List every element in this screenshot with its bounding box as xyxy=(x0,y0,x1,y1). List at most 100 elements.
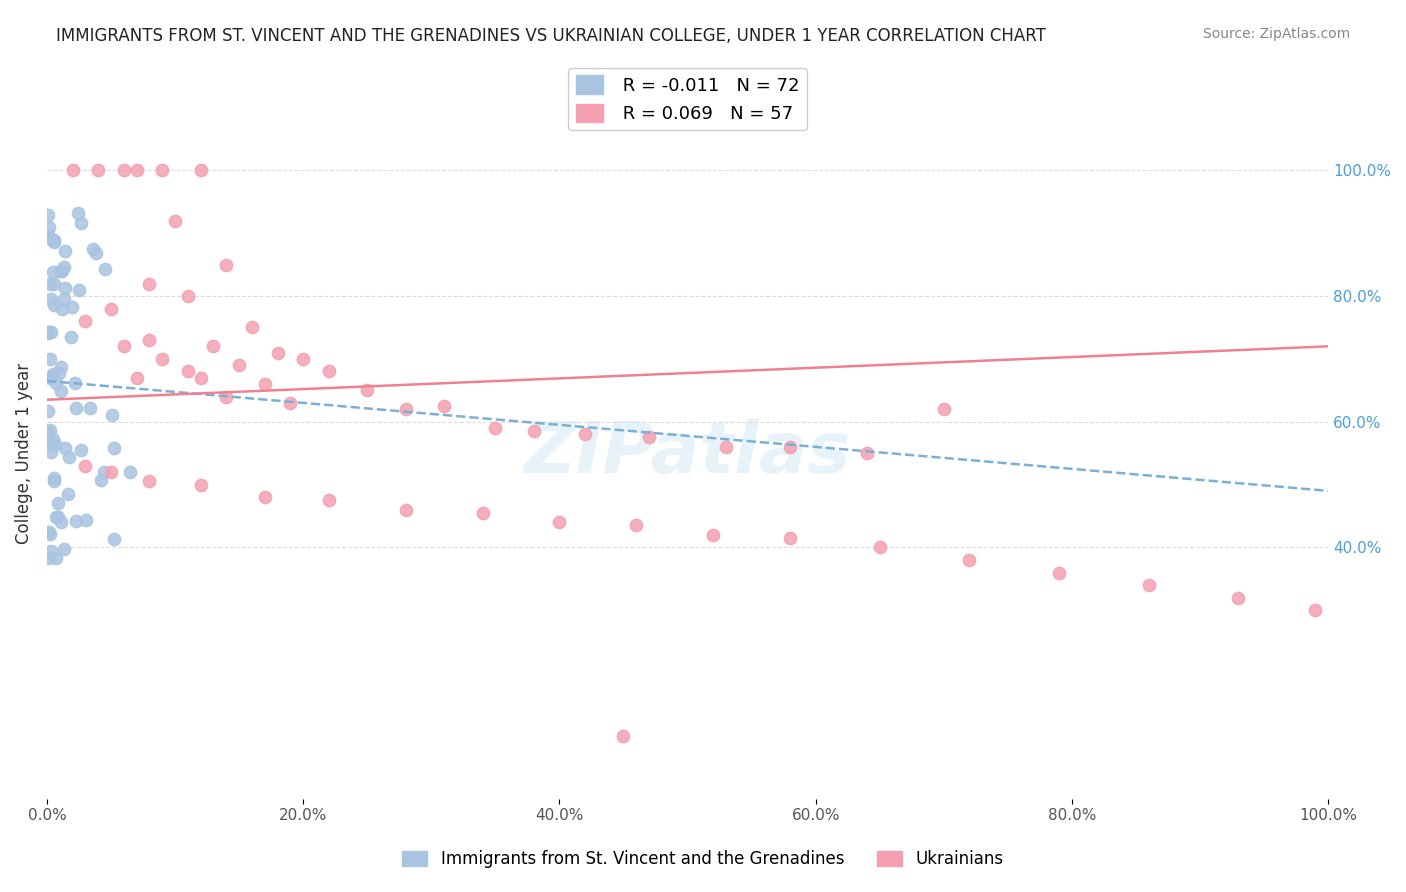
Point xyxy=(37,326,59,340)
Point xyxy=(60,301,83,315)
Point xyxy=(112,339,135,353)
Point xyxy=(42,432,65,446)
Point xyxy=(318,364,340,378)
Point xyxy=(42,234,65,248)
Point xyxy=(253,377,276,392)
Point xyxy=(278,396,301,410)
Point xyxy=(626,518,648,533)
Point xyxy=(53,244,76,259)
Point xyxy=(45,510,67,524)
Point xyxy=(292,351,315,366)
Point xyxy=(228,358,250,372)
Point xyxy=(42,298,65,312)
Point xyxy=(53,542,76,557)
Point xyxy=(49,264,72,278)
Point xyxy=(612,729,634,743)
Point xyxy=(103,532,125,546)
Point xyxy=(49,360,72,375)
Point xyxy=(38,352,60,367)
Point xyxy=(79,401,101,416)
Legend: Immigrants from St. Vincent and the Grenadines, Ukrainians: Immigrants from St. Vincent and the Gren… xyxy=(395,844,1011,875)
Point xyxy=(65,401,87,415)
Point xyxy=(42,368,65,382)
Point xyxy=(574,427,596,442)
Point xyxy=(38,525,60,540)
Point xyxy=(1137,578,1160,592)
Point xyxy=(65,376,87,390)
Point xyxy=(120,465,142,479)
Legend:  R = -0.011   N = 72,  R = 0.069   N = 57: R = -0.011 N = 72, R = 0.069 N = 57 xyxy=(568,68,807,130)
Point xyxy=(84,246,107,260)
Point xyxy=(49,515,72,529)
Point xyxy=(356,384,378,398)
Point xyxy=(48,366,70,380)
Point xyxy=(177,289,200,303)
Point xyxy=(37,425,59,439)
Point xyxy=(125,163,148,178)
Point xyxy=(53,441,76,455)
Point xyxy=(395,502,418,516)
Point xyxy=(42,277,65,291)
Point xyxy=(253,490,276,504)
Point xyxy=(59,330,82,344)
Point xyxy=(87,163,110,178)
Point xyxy=(53,293,76,307)
Point xyxy=(190,371,212,385)
Point xyxy=(471,506,494,520)
Point xyxy=(100,301,122,316)
Point xyxy=(112,163,135,178)
Point xyxy=(202,339,225,353)
Point xyxy=(395,402,418,417)
Point xyxy=(42,235,65,250)
Point xyxy=(65,514,87,528)
Point xyxy=(177,364,200,378)
Point xyxy=(38,423,60,437)
Point xyxy=(37,403,59,417)
Point xyxy=(39,325,62,339)
Point xyxy=(266,345,288,359)
Point xyxy=(56,487,79,501)
Point xyxy=(39,370,62,384)
Point xyxy=(39,526,62,541)
Point xyxy=(75,314,97,328)
Point xyxy=(702,528,724,542)
Text: IMMIGRANTS FROM ST. VINCENT AND THE GRENADINES VS UKRAINIAN COLLEGE, UNDER 1 YEA: IMMIGRANTS FROM ST. VINCENT AND THE GREN… xyxy=(56,27,1046,45)
Point xyxy=(41,265,63,279)
Point xyxy=(51,264,73,278)
Point xyxy=(240,320,263,334)
Point xyxy=(548,516,571,530)
Point xyxy=(69,216,91,230)
Point xyxy=(37,208,59,222)
Point xyxy=(39,371,62,385)
Point xyxy=(37,434,59,449)
Point xyxy=(150,351,173,366)
Point xyxy=(215,258,238,272)
Point xyxy=(100,408,122,422)
Point xyxy=(90,473,112,487)
Point xyxy=(215,390,238,404)
Point xyxy=(70,442,93,457)
Point xyxy=(75,458,97,473)
Point xyxy=(46,510,69,524)
Point xyxy=(41,436,63,450)
Point xyxy=(46,495,69,509)
Point xyxy=(58,450,80,464)
Point xyxy=(779,440,801,454)
Point xyxy=(67,283,90,297)
Point xyxy=(51,301,73,316)
Point xyxy=(433,399,456,413)
Point xyxy=(484,421,506,435)
Point xyxy=(190,477,212,491)
Point xyxy=(44,474,66,488)
Point xyxy=(1305,603,1327,617)
Point xyxy=(51,384,73,399)
Point xyxy=(39,277,62,291)
Point xyxy=(44,437,66,451)
Text: Source: ZipAtlas.com: Source: ZipAtlas.com xyxy=(1202,27,1350,41)
Point xyxy=(39,292,62,306)
Point xyxy=(39,232,62,246)
Point xyxy=(856,446,879,460)
Point xyxy=(38,220,60,235)
Point xyxy=(75,512,97,526)
Point xyxy=(150,163,173,178)
